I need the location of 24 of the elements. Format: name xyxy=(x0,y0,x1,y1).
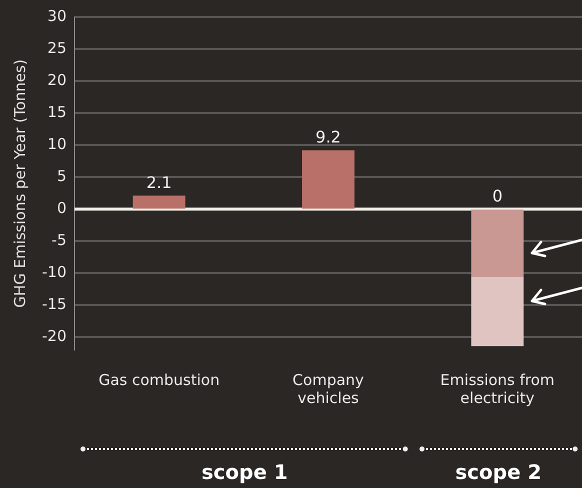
data-label: 0 xyxy=(492,186,503,206)
x-tick-label: Emissions from electricity xyxy=(440,370,555,407)
y-tick-label: -10 xyxy=(42,263,66,282)
y-tick-label: 30 xyxy=(47,6,66,25)
y-tick-label: 5 xyxy=(56,166,66,185)
bar xyxy=(302,150,354,209)
y-tick-label: -15 xyxy=(42,295,66,314)
y-tick-label: -20 xyxy=(42,327,66,346)
y-axis-title: GHG Emissions per Year (Tonnes) xyxy=(10,59,29,308)
y-tick-label: 15 xyxy=(47,102,66,121)
y-tick-label: -5 xyxy=(52,231,66,250)
x-tick-label: Gas combustion xyxy=(98,370,220,389)
y-tick-label: 10 xyxy=(47,134,66,153)
text: scope 2 xyxy=(455,460,542,484)
text: scope 1 xyxy=(202,460,288,484)
bar xyxy=(471,210,524,277)
bar xyxy=(471,276,524,346)
y-tick-label: 0 xyxy=(56,199,66,218)
y-tick-label: 25 xyxy=(47,38,66,57)
y-tick-label: 20 xyxy=(47,70,66,89)
x-tick-label: Company vehicles xyxy=(292,370,364,407)
data-label: 2.1 xyxy=(146,172,172,192)
data-label: 9.2 xyxy=(316,127,341,146)
bar xyxy=(132,196,186,209)
